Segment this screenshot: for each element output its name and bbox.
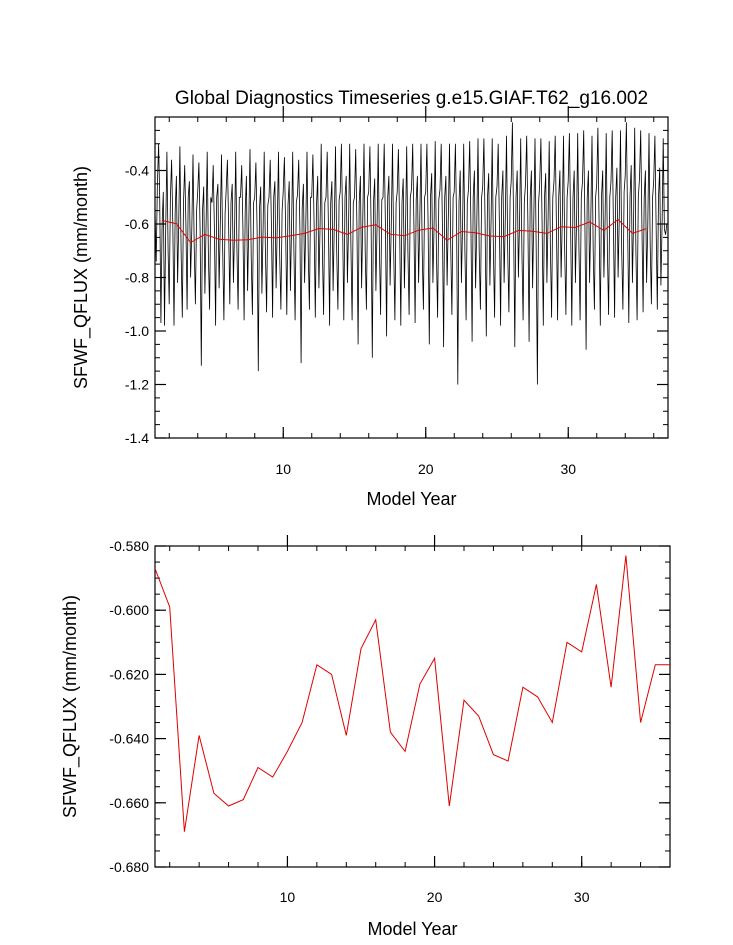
- y-tick-label: -0.6: [125, 216, 149, 232]
- y-tick-label: -0.8: [125, 270, 149, 286]
- y-tick-label: -0.600: [109, 602, 149, 618]
- x-axis-label: Model Year: [367, 919, 457, 939]
- y-tick-label: -1.4: [125, 430, 149, 446]
- y-tick-label: -0.680: [109, 859, 149, 875]
- y-tick-label: -0.620: [109, 666, 149, 682]
- y-tick-label: -1.0: [125, 323, 149, 339]
- y-tick-label: -0.4: [125, 163, 149, 179]
- series-line-annual-mean: [161, 218, 647, 244]
- x-tick-label: 30: [574, 889, 590, 905]
- y-axis-label: SFWF_QFLUX (mm/month): [60, 595, 81, 818]
- chart-panel-2: Model Year SFWF_QFLUX (mm/month) 10 20 30 -0.…: [60, 535, 671, 939]
- plot-frame: [154, 116, 669, 439]
- series-line-monthly: [155, 122, 668, 385]
- x-tick-label: 30: [560, 461, 576, 477]
- x-tick-label: 20: [427, 889, 443, 905]
- y-tick-label: -0.580: [109, 538, 149, 554]
- x-tick-label: 10: [275, 461, 291, 477]
- y-tick-label: -0.660: [109, 795, 149, 811]
- y-tick-label: -1.2: [125, 377, 149, 393]
- chart-panel-1: Global Diagnostics Timeseries g.e15.GIAF…: [71, 88, 669, 509]
- x-tick-label: 10: [280, 889, 296, 905]
- x-axis-label: Model Year: [366, 489, 456, 509]
- plot-frame: [154, 545, 671, 868]
- x-tick-label: 20: [418, 461, 434, 477]
- y-axis-label: SFWF_QFLUX (mm/month): [71, 166, 92, 389]
- chart-title: Global Diagnostics Timeseries g.e15.GIAF…: [175, 88, 648, 109]
- series-line-annual-mean: [155, 555, 670, 832]
- y-tick-label: -0.640: [109, 731, 149, 747]
